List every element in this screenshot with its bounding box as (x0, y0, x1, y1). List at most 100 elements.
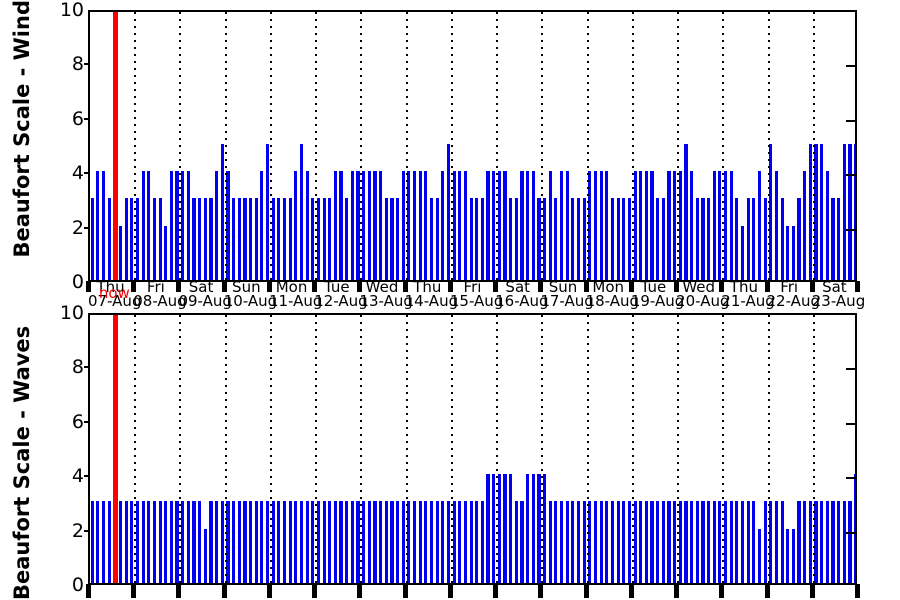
bar (254, 501, 258, 583)
day-gridline (269, 315, 272, 583)
bar (780, 501, 784, 583)
bar (441, 501, 445, 583)
bar (316, 501, 320, 583)
bar (854, 144, 855, 280)
bar (186, 171, 190, 280)
bar (814, 144, 818, 280)
x-axis-day-label: Sat 23-Aug (812, 278, 865, 309)
x-axis-date: 09-Aug (178, 292, 232, 310)
x-tick-mark (583, 281, 589, 292)
x-tick-mark (855, 281, 860, 292)
bar (265, 501, 270, 583)
x-axis-day-label: Thu 14-Aug (405, 280, 458, 309)
bar (831, 501, 835, 583)
bar (797, 198, 801, 280)
day-gridline (586, 12, 589, 280)
day-gridline (541, 315, 544, 583)
x-tick-mark (131, 281, 137, 292)
bar (305, 171, 309, 280)
bar (396, 501, 400, 583)
x-axis-day-label: Sun 10-Aug (224, 280, 277, 309)
bar (90, 198, 94, 280)
bar (118, 225, 123, 280)
bar (803, 501, 807, 583)
bar (690, 171, 694, 280)
bar (582, 198, 586, 280)
bar (486, 171, 490, 280)
bar (684, 501, 688, 583)
bar (164, 501, 168, 583)
bar (786, 225, 790, 280)
y-tick-label: 4 (71, 162, 84, 185)
bar (480, 198, 484, 280)
bar (537, 474, 541, 583)
bar (175, 501, 179, 583)
x-axis-day-of-week: Thu (729, 278, 758, 296)
x-axis-waves (86, 584, 860, 600)
bar (497, 474, 501, 583)
x-axis-day-of-week: Fri (146, 278, 165, 296)
day-gridline (541, 12, 544, 280)
bar (101, 171, 106, 280)
y-tick-mark-right (846, 422, 855, 425)
bar (673, 501, 677, 583)
x-tick-mark (538, 584, 544, 598)
bar (752, 501, 756, 583)
x-tick-mark (674, 584, 680, 598)
bar (633, 501, 637, 583)
bar (825, 501, 829, 583)
x-tick-mark (131, 584, 137, 598)
x-axis-day-of-week: Sat (822, 278, 847, 296)
y-axis-ticks: 0 2 4 6 8 10 0 2 4 6 8 10 (44, 0, 93, 600)
x-axis-date: 22-Aug (766, 292, 820, 310)
bar (593, 171, 598, 280)
bar (791, 528, 795, 583)
bar (215, 501, 219, 583)
bar (339, 501, 343, 583)
bar (463, 171, 468, 280)
bar (260, 171, 264, 280)
bar (520, 501, 524, 583)
bar (526, 474, 530, 583)
bar (424, 501, 428, 583)
bar (684, 144, 688, 280)
bar (396, 198, 400, 280)
bar (147, 171, 151, 280)
bar (673, 171, 677, 280)
bar (548, 501, 552, 583)
x-axis-date: 07-Aug (88, 292, 142, 310)
x-axis-day-of-week: Fri (780, 278, 799, 296)
bars-wind (90, 12, 855, 280)
bar (203, 198, 207, 280)
x-tick-mark (855, 584, 860, 598)
x-axis-day-of-week: Thu (96, 278, 125, 296)
day-gridline (405, 12, 408, 280)
day-gridline (496, 12, 499, 280)
bar (780, 198, 784, 280)
bar (610, 501, 615, 583)
bar (311, 501, 315, 583)
bar (757, 171, 762, 280)
x-tick-mark (402, 584, 408, 598)
now-line-waves (112, 315, 118, 583)
bar (848, 144, 852, 280)
x-axis-day-label: Tue 19-Aug (631, 278, 684, 309)
bar (514, 198, 518, 280)
bar (345, 198, 349, 280)
bar (565, 501, 569, 583)
bar (446, 501, 451, 583)
bar (627, 501, 631, 583)
day-gridline (722, 12, 725, 280)
bar (492, 474, 496, 583)
x-tick-mark (493, 584, 499, 598)
x-axis-date: 08-Aug (133, 292, 187, 310)
bar (158, 198, 162, 280)
bar (622, 198, 626, 280)
bar (130, 501, 134, 583)
bar (740, 501, 745, 583)
bar (384, 198, 388, 280)
x-axis-day-of-week: Tue (640, 278, 667, 296)
day-gridline (360, 12, 363, 280)
bar (101, 501, 106, 583)
x-axis-day-of-week: Sat (505, 278, 531, 296)
